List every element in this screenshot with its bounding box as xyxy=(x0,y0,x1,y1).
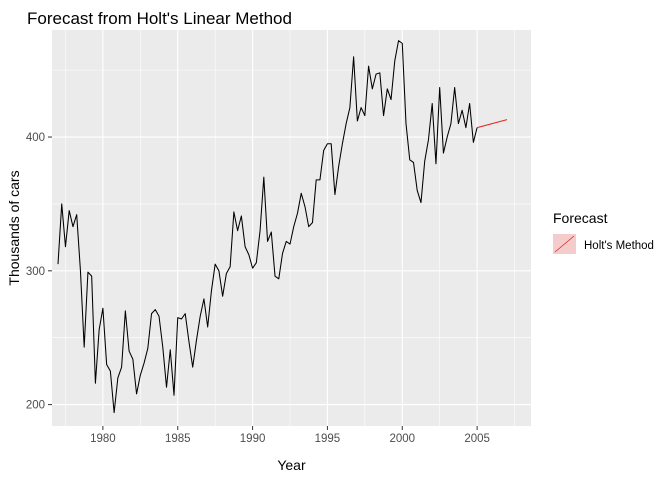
x-tick-label: 1995 xyxy=(315,433,341,445)
observed-series-line xyxy=(57,40,478,414)
x-axis: 1980 1985 1990 1995 2000 2005 xyxy=(90,426,490,445)
y-tick-label: 200 xyxy=(26,400,45,412)
forecast-series-line xyxy=(476,119,508,129)
major-gridlines xyxy=(52,30,531,426)
legend-title: Forecast xyxy=(553,210,608,226)
y-tick-label: 400 xyxy=(26,132,45,144)
x-tick-label: 2000 xyxy=(389,433,415,445)
x-tick-label: 1990 xyxy=(240,433,266,445)
legend-key-line xyxy=(554,235,575,253)
y-axis: 200 300 400 xyxy=(26,132,52,412)
data-series xyxy=(57,40,508,414)
x-axis-title: Year xyxy=(277,457,306,473)
x-tick-label: 2005 xyxy=(464,433,490,445)
legend: Forecast Holt's Method xyxy=(553,210,654,254)
legend-entry-label: Holt's Method xyxy=(584,240,654,252)
x-tick-label: 1985 xyxy=(165,433,191,445)
plot-panel xyxy=(52,30,531,426)
y-tick-label: 300 xyxy=(26,266,45,278)
y-axis-title: Thousands of cars xyxy=(6,170,22,285)
x-tick-label: 1980 xyxy=(90,433,116,445)
chart-title: Forecast from Holt's Linear Method xyxy=(27,9,292,28)
